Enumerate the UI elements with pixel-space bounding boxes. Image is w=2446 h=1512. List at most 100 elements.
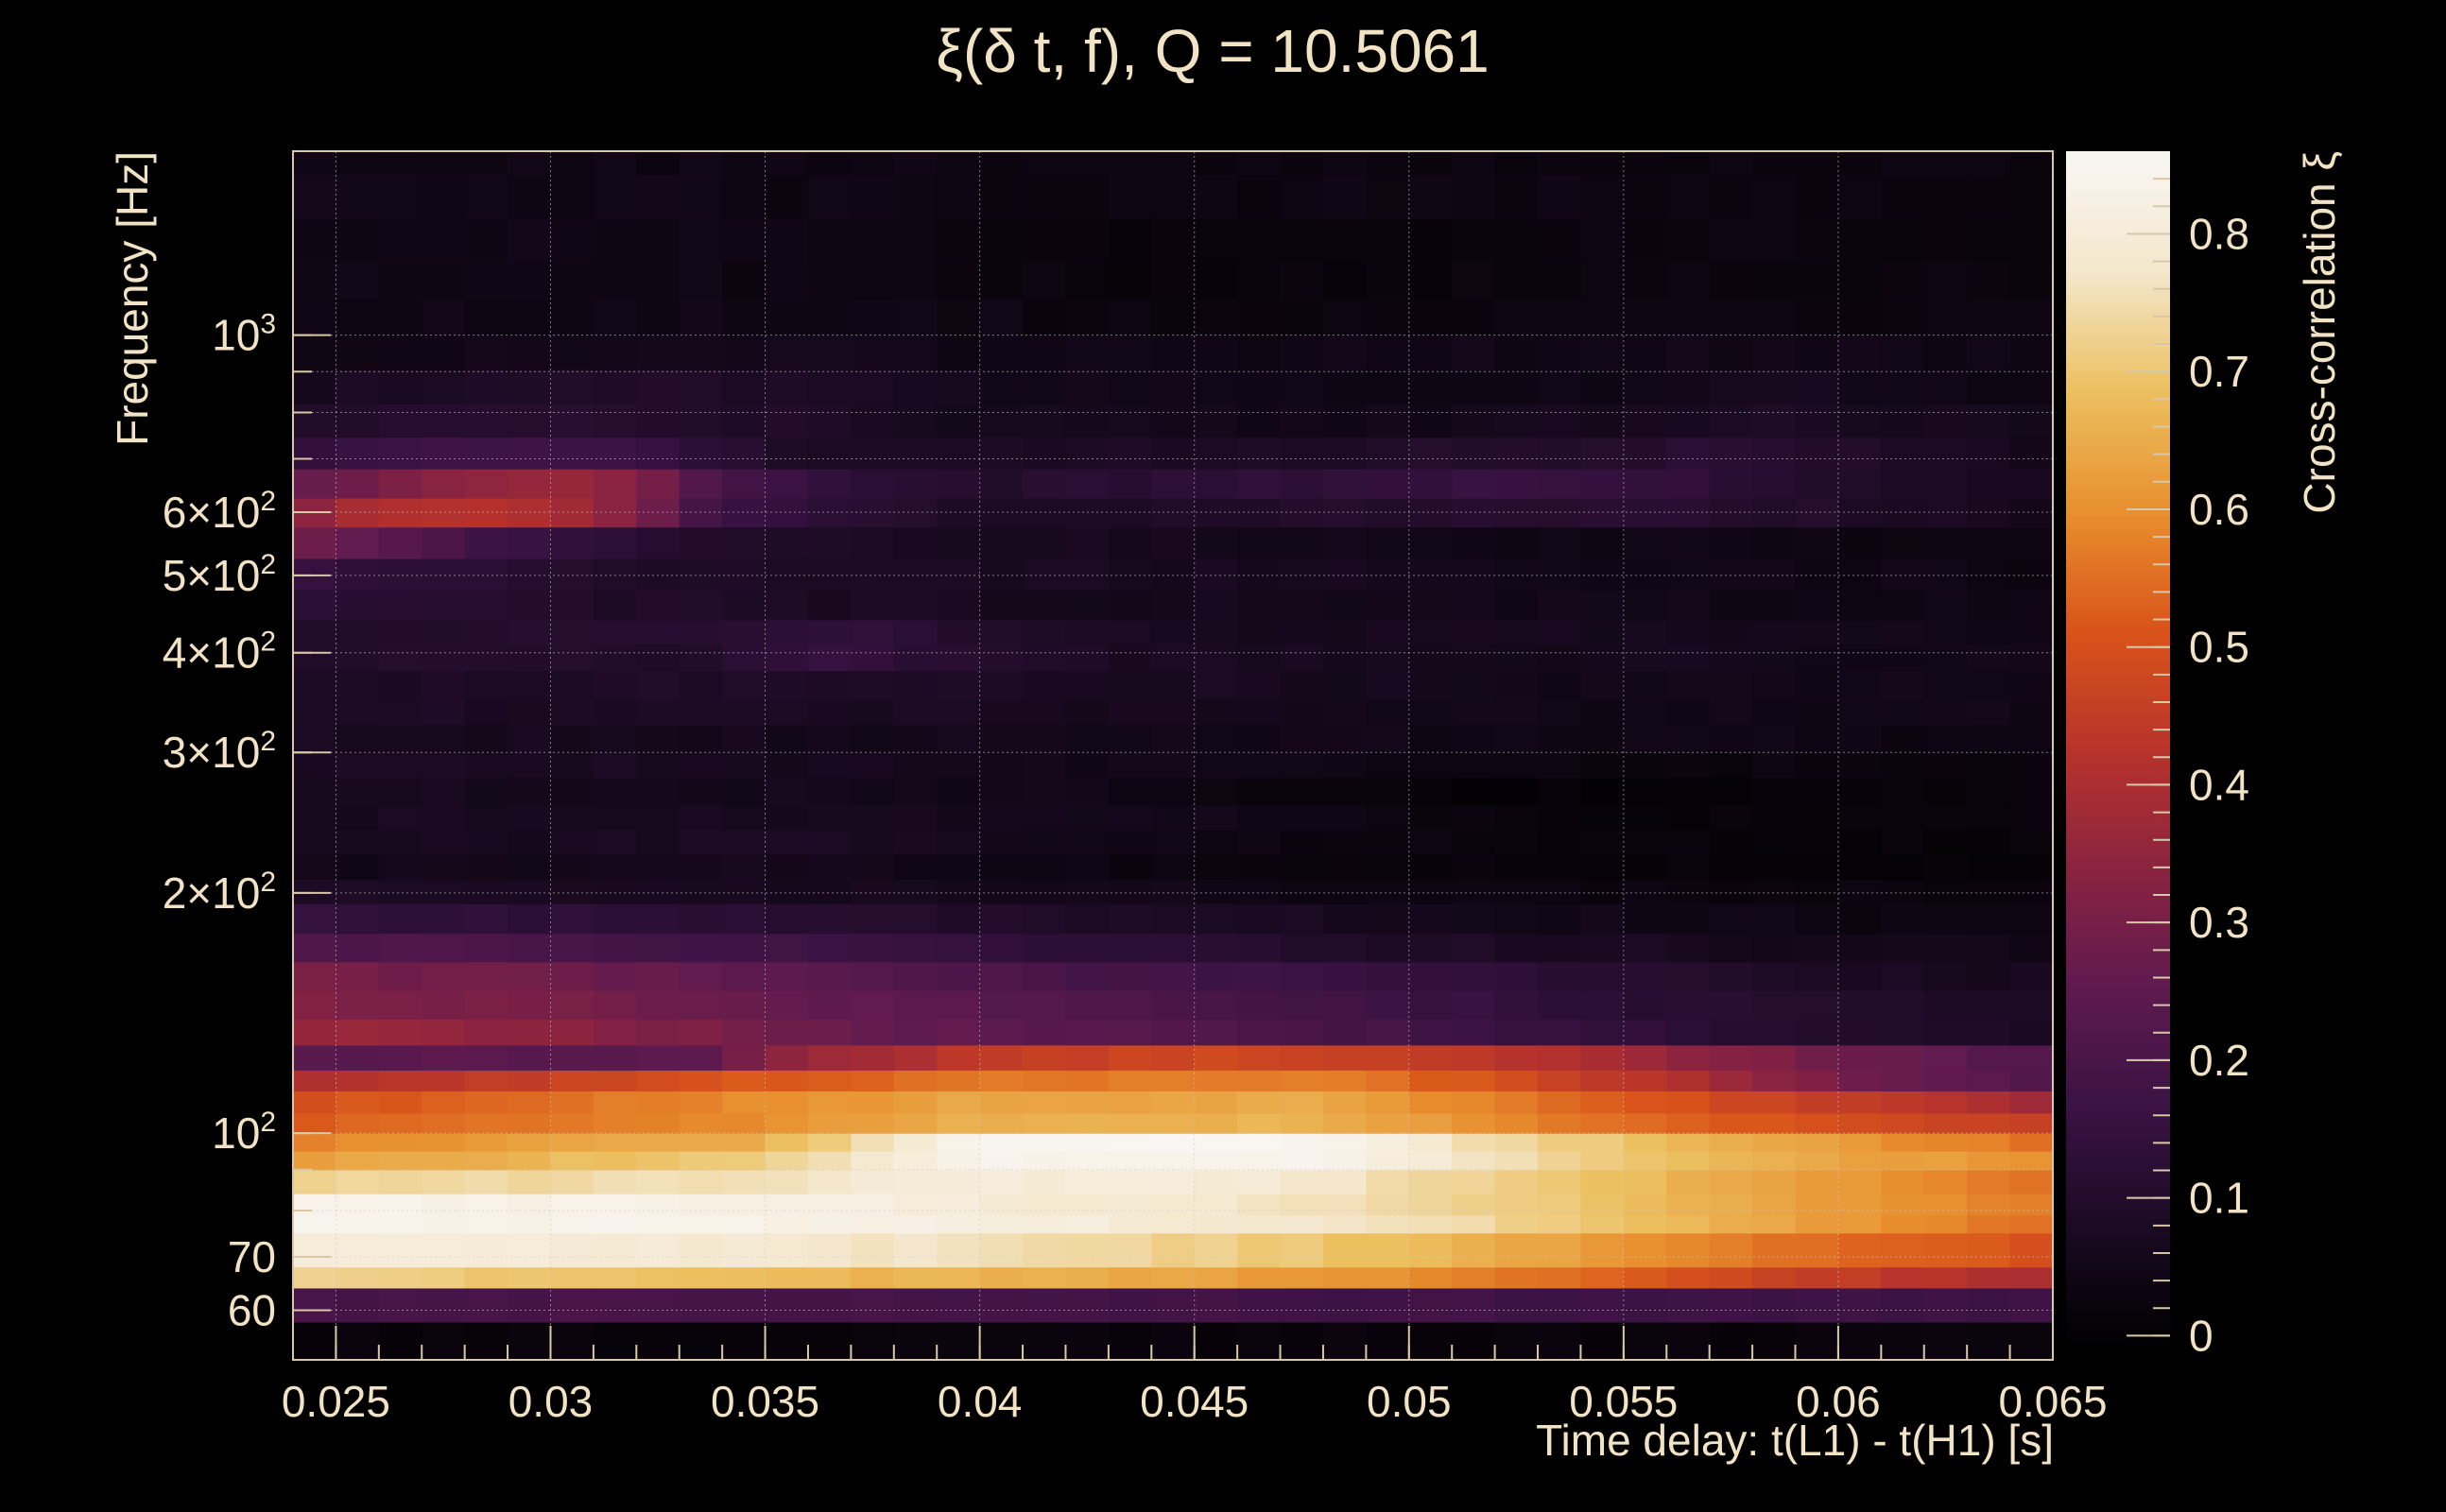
heatmap-cell bbox=[1151, 1266, 1196, 1289]
heatmap-cell bbox=[593, 1194, 637, 1216]
heatmap-cell bbox=[336, 469, 380, 499]
heatmap-cell bbox=[336, 933, 380, 963]
heatmap-cell bbox=[1494, 558, 1539, 591]
colorbar-tick-label: 0.4 bbox=[2189, 760, 2249, 809]
heatmap-cell bbox=[979, 498, 1024, 528]
heatmap-cell bbox=[851, 961, 895, 991]
heatmap-cell bbox=[679, 1070, 723, 1091]
heatmap-cell bbox=[1151, 260, 1196, 300]
heatmap-cell bbox=[893, 1044, 938, 1071]
x-tick-label: 0.025 bbox=[282, 1377, 390, 1426]
heatmap-cell bbox=[422, 830, 466, 854]
heatmap-cell bbox=[1494, 1044, 1539, 1071]
heatmap-cell bbox=[722, 879, 767, 904]
heatmap-cell bbox=[1580, 1266, 1625, 1289]
heatmap-cell bbox=[593, 903, 637, 935]
heatmap-cell bbox=[1237, 526, 1282, 559]
heatmap-cell bbox=[765, 961, 809, 991]
heatmap-cell bbox=[893, 1169, 938, 1194]
heatmap-cell bbox=[937, 469, 981, 499]
heatmap-cell bbox=[293, 558, 337, 591]
heatmap-cell bbox=[1452, 1287, 1496, 1323]
heatmap-cell bbox=[508, 498, 552, 528]
heatmap-cell bbox=[1666, 1044, 1711, 1071]
heatmap-cell bbox=[1494, 335, 1539, 370]
heatmap-cell bbox=[722, 619, 767, 645]
chart-title: ξ(δ t, f), Q = 10.5061 bbox=[936, 17, 1489, 85]
heatmap-cell bbox=[593, 1019, 637, 1046]
heatmap-cell bbox=[979, 1091, 1024, 1114]
heatmap-cell bbox=[636, 469, 680, 499]
heatmap-cell bbox=[1837, 879, 1882, 904]
heatmap-cell bbox=[1151, 804, 1196, 831]
heatmap-cell bbox=[593, 335, 637, 370]
heatmap-cell bbox=[1408, 777, 1453, 806]
heatmap-cell bbox=[1023, 404, 1067, 438]
heatmap-cell bbox=[1108, 498, 1152, 528]
heatmap-cell bbox=[464, 589, 508, 621]
heatmap-cell bbox=[636, 260, 680, 300]
heatmap-cell bbox=[1366, 619, 1410, 645]
heatmap-cell bbox=[593, 174, 637, 219]
heatmap-cell bbox=[378, 260, 422, 300]
heatmap-cell bbox=[722, 526, 767, 559]
heatmap-cell bbox=[1194, 619, 1238, 645]
heatmap-cell bbox=[893, 1070, 938, 1091]
heatmap-cell bbox=[1023, 698, 1067, 726]
heatmap-cell bbox=[937, 1112, 981, 1134]
heatmap-cell bbox=[1237, 437, 1282, 470]
heatmap-cell bbox=[422, 1321, 466, 1361]
heatmap-cell bbox=[893, 698, 938, 726]
heatmap-cell bbox=[464, 151, 508, 176]
heatmap-cell bbox=[1237, 218, 1282, 262]
heatmap-cell bbox=[422, 853, 466, 881]
heatmap-cell bbox=[1452, 1169, 1496, 1194]
heatmap-cell bbox=[1194, 218, 1238, 262]
heatmap-cell bbox=[1366, 853, 1410, 881]
heatmap-cell bbox=[722, 804, 767, 831]
heatmap-cell bbox=[1881, 1133, 1925, 1152]
heatmap-cell bbox=[550, 335, 594, 370]
heatmap-cell bbox=[1752, 1112, 1797, 1134]
heatmap-cell bbox=[2009, 174, 2054, 219]
heatmap-cell bbox=[2009, 469, 2054, 499]
heatmap-cell bbox=[722, 752, 767, 779]
heatmap-cell bbox=[293, 1044, 337, 1071]
heatmap-cell bbox=[1237, 299, 1282, 336]
heatmap-cell bbox=[508, 1112, 552, 1134]
heatmap-cell bbox=[1494, 1150, 1539, 1171]
heatmap-cell bbox=[1881, 1266, 1925, 1289]
heatmap-cell bbox=[1881, 903, 1925, 935]
heatmap-cell bbox=[593, 218, 637, 262]
heatmap-cell bbox=[2009, 498, 2054, 528]
heatmap-cell bbox=[1837, 777, 1882, 806]
heatmap-cell bbox=[422, 1150, 466, 1171]
heatmap-cell bbox=[851, 1150, 895, 1171]
heatmap-cell bbox=[1108, 1194, 1152, 1216]
heatmap-cell bbox=[1065, 498, 1110, 528]
heatmap-cell bbox=[1752, 698, 1797, 726]
heatmap-cell bbox=[1494, 990, 1539, 1020]
heatmap-cell bbox=[1881, 469, 1925, 499]
heatmap-cell bbox=[422, 933, 466, 963]
heatmap-cell bbox=[893, 961, 938, 991]
heatmap-cell bbox=[636, 335, 680, 370]
heatmap-cell bbox=[893, 498, 938, 528]
heatmap-cell bbox=[1065, 644, 1110, 672]
heatmap-cell bbox=[1752, 670, 1797, 700]
heatmap-cell bbox=[1709, 698, 1753, 726]
heatmap-cell bbox=[1366, 1194, 1410, 1216]
heatmap-cell bbox=[1065, 1194, 1110, 1216]
heatmap-cell bbox=[1023, 1133, 1067, 1152]
heatmap-cell bbox=[807, 752, 852, 779]
heatmap-cell bbox=[1408, 218, 1453, 262]
heatmap-cell bbox=[937, 1266, 981, 1289]
heatmap-cell bbox=[1408, 1321, 1453, 1361]
heatmap-cell bbox=[722, 853, 767, 881]
heatmap-cell bbox=[1237, 1112, 1282, 1134]
heatmap-cell bbox=[1881, 1044, 1925, 1071]
heatmap-cell bbox=[807, 1150, 852, 1171]
heatmap-cell bbox=[1023, 1214, 1067, 1234]
heatmap-cell bbox=[1108, 903, 1152, 935]
heatmap-cell bbox=[722, 404, 767, 438]
